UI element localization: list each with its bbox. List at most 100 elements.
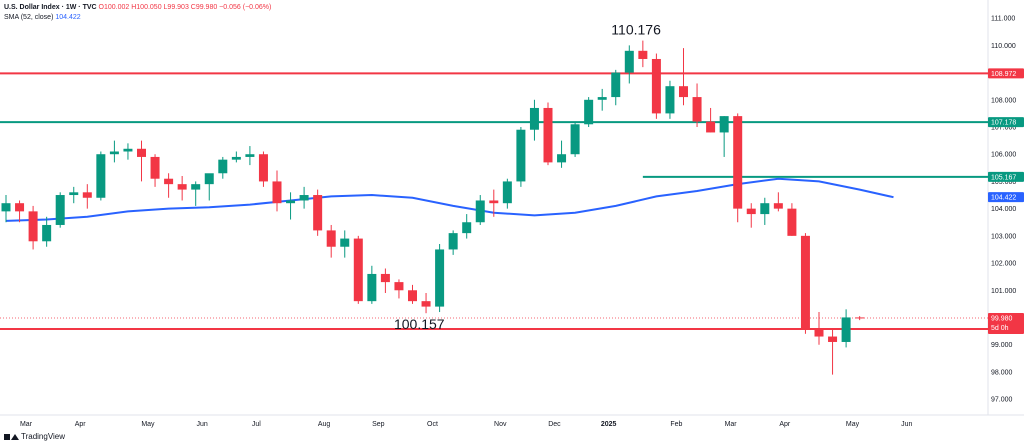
candle-body bbox=[855, 317, 865, 319]
candle-body bbox=[502, 181, 512, 204]
candle-body bbox=[435, 249, 445, 307]
y-tick-label: 99.000 bbox=[991, 342, 1013, 349]
candle-body bbox=[28, 211, 38, 242]
candle-body bbox=[841, 317, 851, 342]
sma-value: 104.422 bbox=[55, 14, 81, 21]
level-price-tag: 105.167 bbox=[991, 174, 1016, 181]
y-tick-label: 106.000 bbox=[991, 152, 1016, 159]
candle-body bbox=[286, 200, 296, 204]
candle-body bbox=[611, 72, 621, 98]
candle-body bbox=[299, 195, 309, 201]
y-tick-label: 102.000 bbox=[991, 261, 1016, 268]
candle-body bbox=[123, 148, 133, 152]
candle-body bbox=[353, 238, 363, 302]
candle-body bbox=[69, 192, 79, 196]
candle-body bbox=[394, 282, 404, 291]
candle-body bbox=[584, 99, 594, 125]
candle-body bbox=[773, 203, 783, 209]
candle-body bbox=[529, 107, 539, 130]
x-tick-label: May bbox=[846, 421, 860, 428]
chart-legend: U.S. Dollar Index · 1W · TVC O100.002 H1… bbox=[4, 3, 271, 23]
level-price-tag-bg bbox=[988, 117, 1024, 128]
level-price-tag-bg bbox=[988, 68, 1024, 79]
candle-body bbox=[96, 154, 106, 198]
candle-body bbox=[651, 58, 661, 114]
level-price-tag: 107.178 bbox=[991, 120, 1016, 127]
x-tick-label: Mar bbox=[20, 421, 33, 428]
price-tag-bg bbox=[988, 192, 1024, 203]
candle-body bbox=[570, 124, 580, 155]
candle-body bbox=[828, 336, 838, 342]
candle-body bbox=[42, 224, 52, 242]
y-tick-label: 110.000 bbox=[991, 43, 1016, 50]
candle-body bbox=[164, 178, 174, 185]
brand-label: TradingView bbox=[21, 432, 66, 441]
y-tick-label: 103.000 bbox=[991, 233, 1016, 240]
candle-body bbox=[787, 208, 797, 236]
candle-body bbox=[679, 86, 688, 98]
candle-body bbox=[1, 203, 11, 212]
x-tick-label: Sep bbox=[372, 421, 385, 428]
candle-body bbox=[82, 192, 92, 198]
candle-body bbox=[800, 235, 810, 329]
candle-body bbox=[706, 121, 716, 133]
candle-body bbox=[218, 159, 228, 174]
candle-body bbox=[557, 154, 567, 163]
x-tick-label: Jul bbox=[252, 421, 261, 428]
symbol-title: U.S. Dollar Index · 1W · TVC bbox=[4, 4, 97, 11]
level-price-tag-bg bbox=[988, 171, 1024, 182]
countdown-label: 5d 0h bbox=[991, 325, 1009, 332]
candle-body bbox=[733, 116, 743, 209]
candle-body bbox=[313, 195, 323, 231]
candle-body bbox=[516, 129, 526, 182]
candle-body bbox=[245, 154, 255, 157]
x-tick-label: Oct bbox=[427, 421, 438, 428]
sma-label: SMA (52, close) bbox=[4, 14, 54, 21]
candle-body bbox=[624, 50, 634, 73]
tradingview-logo-icon bbox=[4, 433, 19, 441]
y-tick-label: 97.000 bbox=[991, 397, 1013, 404]
candle-body bbox=[665, 86, 675, 114]
level-price-tag: 108.972 bbox=[991, 71, 1016, 78]
y-tick-label: 111.000 bbox=[991, 16, 1015, 23]
candle-body bbox=[462, 222, 472, 234]
x-tick-label: Apr bbox=[779, 421, 791, 428]
candle-body bbox=[55, 195, 65, 225]
candle-body bbox=[448, 233, 458, 250]
candle-body bbox=[109, 151, 119, 155]
candle-body bbox=[326, 230, 336, 247]
candle-body bbox=[746, 208, 756, 215]
y-tick-label: 107.000 bbox=[991, 125, 1016, 132]
x-tick-label: Mar bbox=[725, 421, 738, 428]
candle-body bbox=[15, 203, 25, 212]
tradingview-brand[interactable]: TradingView bbox=[4, 432, 65, 441]
candle-body bbox=[489, 200, 499, 204]
y-tick-label: 108.000 bbox=[991, 97, 1016, 104]
ohlc-readout: O100.002 H100.050 L99.903 C99.980 −0.056… bbox=[98, 4, 272, 11]
candle-body bbox=[638, 50, 648, 59]
y-tick-label: 101.000 bbox=[991, 288, 1016, 295]
x-tick-label: Nov bbox=[494, 421, 507, 428]
y-tick-label: 98.000 bbox=[991, 369, 1013, 376]
candle-body bbox=[137, 148, 146, 157]
price-tag: 99.980 bbox=[991, 316, 1013, 323]
price-annotation: 100.157 bbox=[394, 316, 445, 332]
x-tick-label: Jun bbox=[197, 421, 208, 428]
x-tick-label: Dec bbox=[548, 421, 561, 428]
candle-body bbox=[340, 238, 350, 247]
candle-body bbox=[177, 184, 187, 190]
candle-body bbox=[719, 116, 729, 133]
price-annotation: 110.176 bbox=[611, 22, 661, 38]
candle-body bbox=[760, 203, 770, 215]
candle-body bbox=[191, 184, 201, 190]
candle-body bbox=[475, 200, 485, 223]
candle-body bbox=[543, 107, 553, 163]
candle-body bbox=[814, 328, 824, 337]
candle-body bbox=[692, 97, 702, 122]
y-tick-label: 104.000 bbox=[991, 206, 1016, 213]
candle-body bbox=[408, 290, 417, 302]
x-tick-label: 2025 bbox=[601, 421, 617, 428]
x-tick-label: May bbox=[141, 421, 155, 428]
candle-body bbox=[367, 273, 377, 302]
